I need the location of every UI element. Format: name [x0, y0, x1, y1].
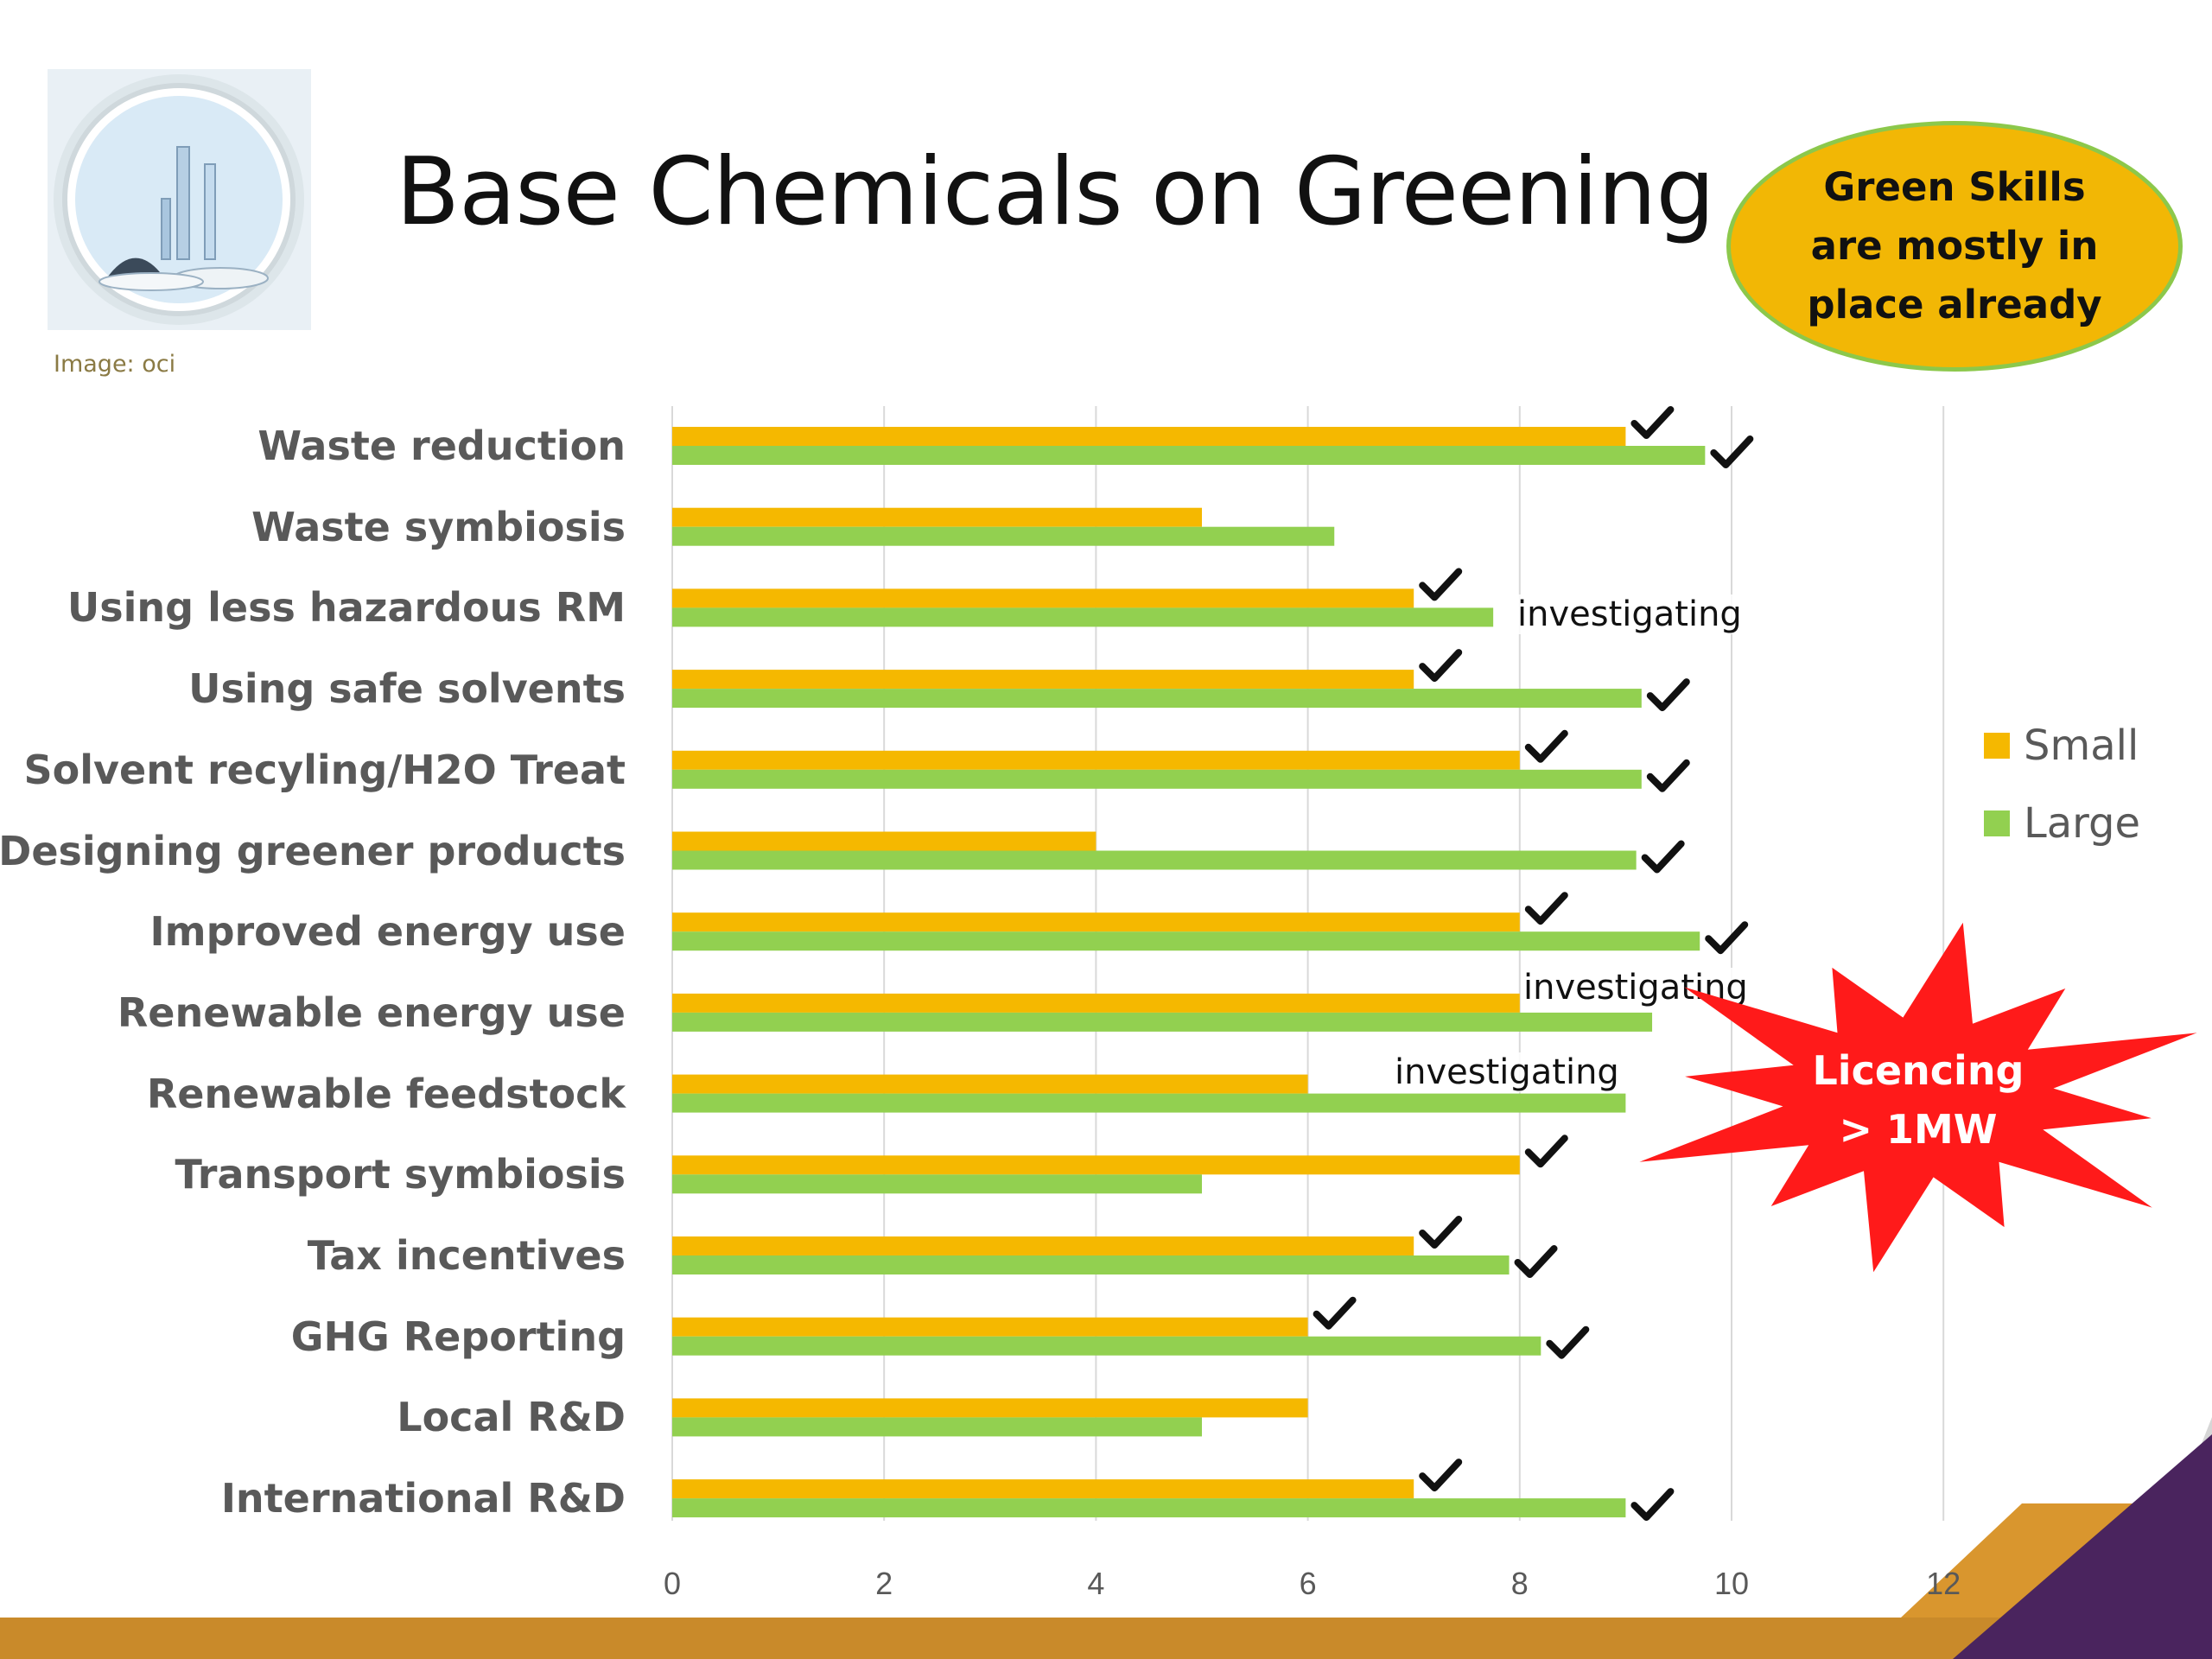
image-credit: Image: oci [54, 351, 176, 378]
legend-item-large: Large [1984, 785, 2140, 862]
legend-label-small: Small [2024, 721, 2139, 770]
x-tick-label: 12 [1926, 1566, 1961, 1601]
bar-large [672, 931, 1700, 951]
investigating-annotation: investigating [1523, 968, 1748, 1007]
legend-swatch-large [1984, 810, 2010, 836]
checkmark-icon [1705, 921, 1749, 955]
bar-large [672, 1012, 1653, 1032]
x-tick-label: 10 [1713, 1566, 1750, 1601]
category-label: Renewable energy use [117, 988, 626, 1036]
lab-glassware-image [48, 69, 311, 330]
starburst-line-2: > 1MW [1839, 1106, 1998, 1153]
bar-large [672, 1336, 1541, 1356]
checkmark-icon [1524, 729, 1568, 763]
category-label: Transport symbiosis [175, 1151, 626, 1198]
checkmark-icon [1641, 840, 1685, 874]
slide-title: Base Chemicals on Greening [396, 138, 1715, 246]
bar-small [672, 427, 1626, 446]
x-tick-label: 4 [1087, 1566, 1105, 1601]
bar-large [672, 689, 1642, 709]
category-label: Designing greener products [0, 827, 626, 874]
checkmark-icon [1646, 759, 1690, 792]
bar-large [672, 1417, 1202, 1437]
bar-small [672, 1479, 1414, 1499]
checkmark-icon [1419, 1459, 1463, 1492]
investigating-annotation: investigating [1517, 594, 1742, 634]
checkmark-icon [1419, 568, 1463, 601]
checkmark-icon [1546, 1325, 1590, 1359]
bar-small [672, 588, 1414, 608]
investigating-annotation: investigating [1395, 1052, 1619, 1092]
category-label: GHG Reporting [290, 1313, 626, 1360]
bar-small [672, 993, 1520, 1013]
category-label: Renewable feedstock [146, 1070, 626, 1117]
bar-large [672, 1255, 1510, 1274]
category-label: Improved energy use [149, 908, 626, 956]
category-label: International R&D [220, 1475, 626, 1522]
checkmark-icon [1710, 435, 1754, 468]
bar-small [672, 1398, 1308, 1418]
checkmark-icon [1630, 1488, 1675, 1522]
legend-label-large: Large [2024, 799, 2141, 848]
bar-small [672, 507, 1202, 527]
x-tick-label: 8 [1510, 1566, 1529, 1601]
bar-small [672, 1317, 1308, 1337]
checkmark-icon [1313, 1296, 1357, 1330]
green-skills-callout: Green Skills are mostly in place already [1726, 121, 2183, 372]
checkmark-icon [1524, 1135, 1568, 1168]
category-label: Using less hazardous RM [67, 584, 626, 632]
footer-orange-band [0, 1618, 2212, 1659]
bar-small [672, 912, 1520, 932]
category-label: Local R&D [397, 1394, 626, 1441]
bar-large [672, 1174, 1202, 1194]
bar-small [672, 1236, 1414, 1255]
bar-large [672, 769, 1642, 789]
bar-large [672, 607, 1494, 627]
footer-purple-wedge [1953, 1434, 2212, 1659]
checkmark-icon [1630, 406, 1675, 439]
bar-large [672, 1498, 1626, 1518]
bar-small [672, 1155, 1520, 1175]
category-label: Waste symbiosis [251, 503, 626, 550]
category-label: Solvent recyling/H2O Treat [23, 746, 626, 793]
checkmark-icon [1419, 649, 1463, 683]
checkmark-icon [1524, 892, 1568, 925]
bar-large [672, 526, 1335, 546]
chart-legend: Small Large [1984, 707, 2140, 862]
starburst-line-1: Licencing [1812, 1047, 2024, 1094]
legend-swatch-small [1984, 733, 2010, 759]
bar-large [672, 446, 1706, 465]
category-label: Using safe solvents [188, 665, 626, 713]
checkmark-icon [1646, 678, 1690, 712]
category-label: Tax incentives [307, 1232, 626, 1279]
starburst-text: Licencing > 1MW [1771, 1041, 2065, 1159]
bar-small [672, 750, 1520, 770]
bar-large [672, 850, 1637, 870]
x-tick-label: 6 [1299, 1566, 1317, 1601]
callout-text: Green Skills are mostly in place already [1807, 164, 2102, 327]
checkmark-icon [1514, 1245, 1558, 1278]
bar-small [672, 1074, 1308, 1094]
category-label: Waste reduction [257, 423, 626, 469]
checkmark-icon [1419, 1216, 1463, 1249]
bar-small [672, 670, 1414, 690]
bar-small [672, 831, 1096, 851]
bar-large [672, 1093, 1626, 1113]
legend-item-small: Small [1984, 707, 2140, 785]
x-tick-label: 0 [663, 1566, 682, 1601]
x-tick-label: 2 [875, 1566, 893, 1601]
